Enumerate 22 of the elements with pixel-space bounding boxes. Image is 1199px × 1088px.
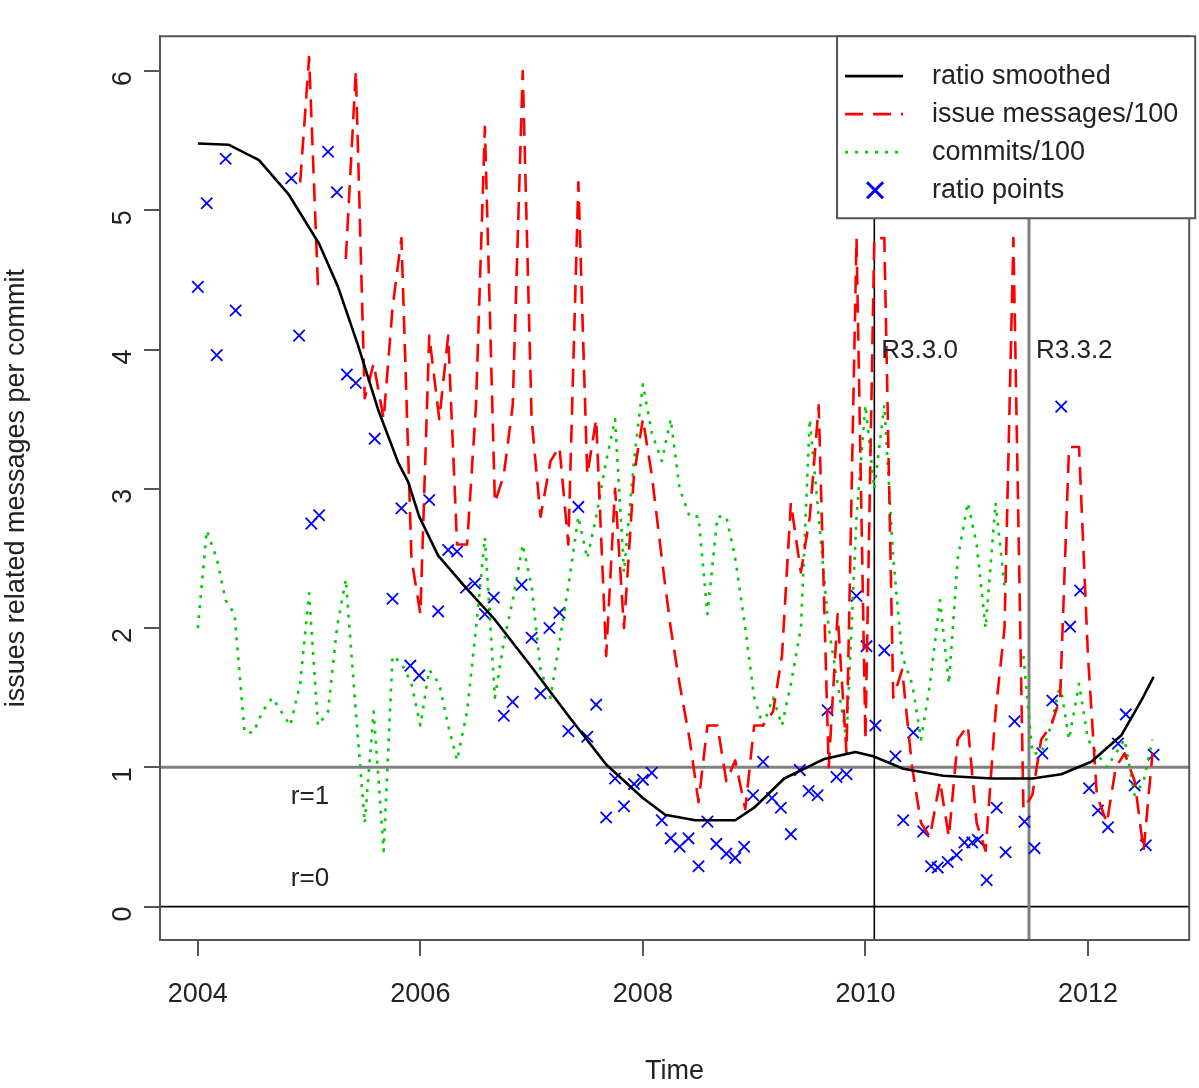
legend-label: ratio smoothed <box>932 59 1111 90</box>
y-tick-label: 1 <box>107 767 138 783</box>
x-axis-title: Time <box>645 1055 705 1086</box>
y-tick-label: 3 <box>107 488 138 504</box>
y-axis-title: issues related messages per commit <box>0 268 30 708</box>
x-tick-label: 2010 <box>835 977 896 1008</box>
x-tick-label: 2006 <box>390 977 451 1008</box>
y-tick-label: 2 <box>107 628 138 644</box>
x-tick-label: 2008 <box>612 977 673 1008</box>
y-tick-label: 0 <box>107 906 138 922</box>
ref-line-label: r=1 <box>290 780 330 811</box>
legend-label: ratio points <box>932 173 1065 204</box>
legend-label: commits/100 <box>932 135 1086 166</box>
y-tick-label: 4 <box>107 349 138 365</box>
x-tick-label: 2004 <box>167 977 228 1008</box>
ref-line-label: r=0 <box>290 861 330 892</box>
legend-label: issue messages/100 <box>932 97 1179 128</box>
y-tick-label: 5 <box>107 210 138 226</box>
y-tick-label: 6 <box>107 71 138 87</box>
ref-line-label: R3.3.2 <box>1035 333 1113 364</box>
ref-line-label: R3.3.0 <box>881 333 958 364</box>
x-tick-label: 2012 <box>1057 977 1118 1008</box>
